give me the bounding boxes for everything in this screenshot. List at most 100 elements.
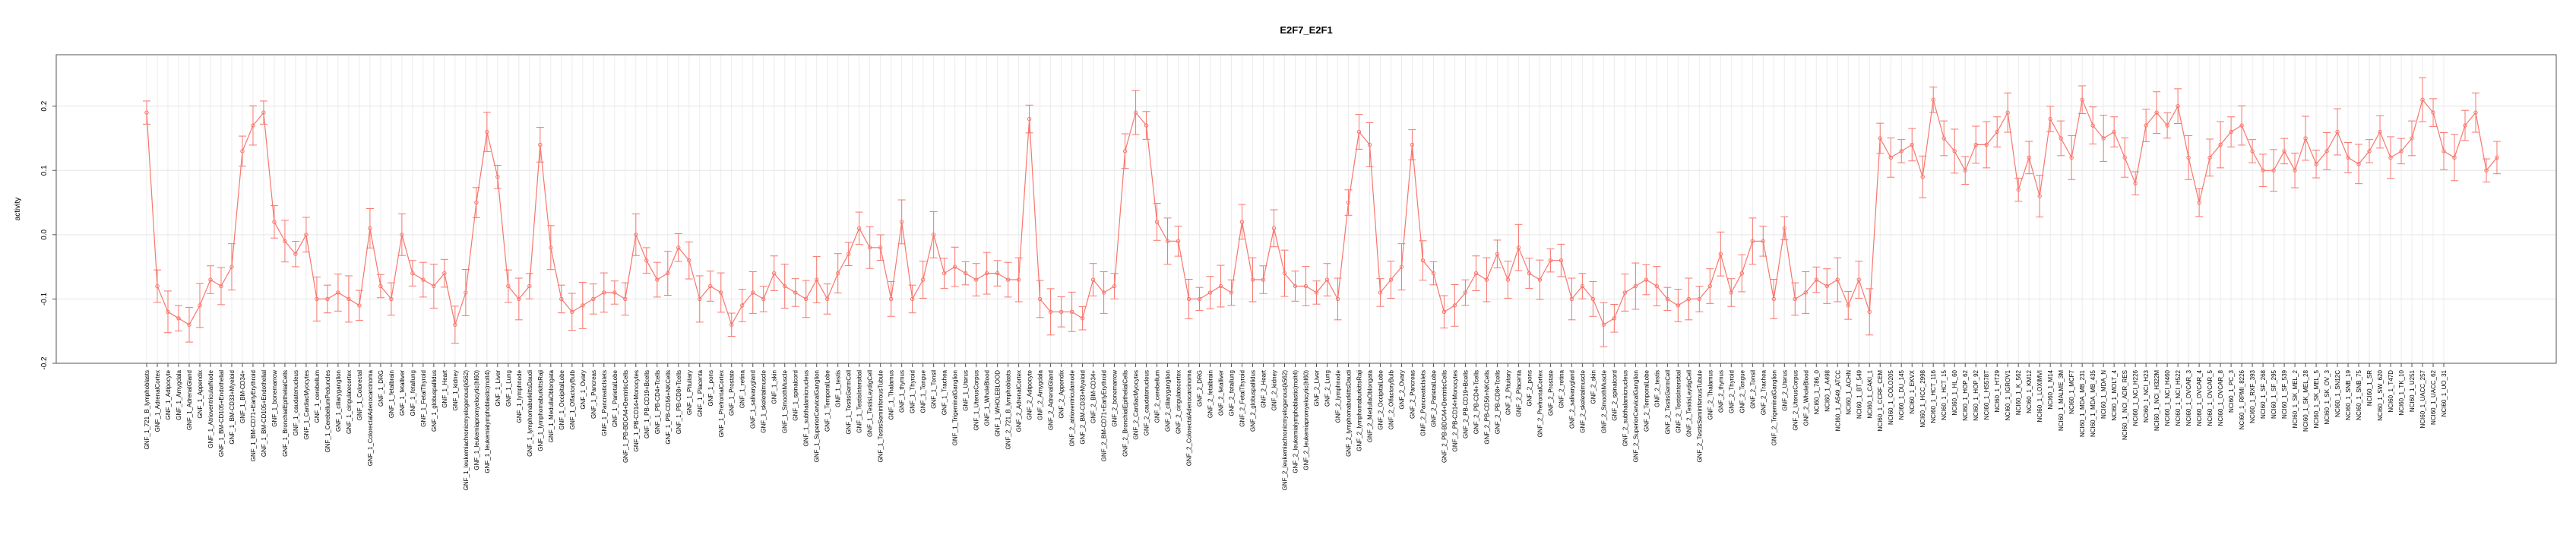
data-point [464,290,468,295]
data-point [1005,277,1011,282]
data-point [2133,181,2138,185]
x-tick-label: GNF_1_PB-BDCA4+DentriticCells [622,370,629,463]
data-point [325,296,330,302]
x-tick-label: GNF_1_bonemarrow [271,370,278,427]
data-point [708,283,713,289]
data-point [1346,200,1351,205]
data-point [634,233,638,237]
data-point [229,264,234,269]
x-tick-label: GNF_1_CardiacMyocytes [303,370,310,440]
x-tick-label: NCI60_1_BT_549 [1856,369,1862,419]
data-point [655,277,660,282]
x-tick-label: GNF_2_PB-BDCA4+DentriticCells [1441,370,1448,463]
data-point [2335,129,2340,135]
data-point [2410,136,2414,141]
x-tick-label: NCI60_1_CCRF_CEM [1877,370,1884,432]
data-point [1973,142,1978,147]
data-point [1633,283,1638,289]
data-point [1420,258,1426,263]
data-point [1548,258,1553,263]
x-tick-label: NCI60_1_MDA_MB_435 [2090,369,2097,437]
data-point [2154,110,2159,115]
data-point [2303,136,2308,141]
data-point [570,309,574,315]
x-tick-label: GNF_2_Placenta [1515,369,1522,416]
data-point [973,277,979,282]
x-tick-label: NCI60_1_MOLT_4 [2111,369,2118,420]
data-point [2059,136,2063,141]
x-tick-label: GNF_2_BM-CD33+Myeloid [1080,370,1087,445]
x-tick-label: GNF_1_fetalliver [399,370,406,416]
x-tick-label: GNF_2_Tongue [1739,369,1745,413]
x-tick-label: GNF_2_salivarygland [1568,370,1575,429]
x-tick-label: GNF_2_Ovary [1398,370,1405,410]
data-point [2176,103,2180,109]
x-tick-label: GNF_2_PrefrontalCortex [1536,370,1543,437]
y-tick-label: -0.2 [40,356,49,370]
x-tick-label: GNF_2_ColorectalAdenocarcinoma [1186,369,1193,466]
x-tick-label: GNF_2_Pituitary [1505,370,1511,415]
data-point [347,296,351,302]
x-tick-label: GNF_1_Placenta [697,369,704,416]
data-point [1580,283,1585,289]
x-tick-label: GNF_2_ciliaryganglion [1165,370,1172,432]
x-tick-label: GNF_2_OccipitalLobe [1377,369,1384,429]
data-point [1963,168,1967,173]
data-point [2186,155,2191,160]
x-tick-label: NCI60_1_NCI_H522 [2175,369,2182,426]
x-tick-label: GNF_1_ciliaryganglion [335,370,342,432]
data-point [815,277,819,282]
x-tick-label: GNF_2_MedullaOblongata [1366,369,1373,442]
x-tick-label: GNF_2_fetallung [1229,370,1236,416]
y-tick-label: 0.1 [40,165,49,176]
data-point [612,290,617,295]
x-tick-label: GNF_2_atrioventricularnode [1069,369,1076,446]
data-point [1154,220,1160,224]
data-point [1665,296,1670,302]
data-point [666,271,670,276]
data-point [644,258,649,263]
x-tick-label: NCI60_1_HOP_62 [1962,369,1969,420]
data-point [2005,110,2010,115]
data-point [1856,277,1861,282]
x-tick-label: GNF_1_Thalamus [888,370,895,420]
data-point [1761,239,1765,243]
x-tick-label: GNF_2_Heart [1261,369,1267,408]
data-point [740,303,745,308]
data-point [1941,136,1946,141]
x-tick-label: GNF_2_OlfactoryBulb [1388,369,1394,429]
data-point [1888,155,1893,160]
x-tick-label: GNF_2_bonemarrow [1112,370,1119,427]
x-tick-label: GNF_1_lymphomaburkittsDaudi [527,370,533,457]
x-tick-label: NCI60_1_UACC_257 [2419,369,2426,428]
data-point [432,283,436,289]
data-point [856,226,862,231]
data-point [761,296,766,302]
x-tick-label: GNF_1_Prostate [729,369,736,416]
data-point [261,110,266,115]
x-tick-label: GNF_2_retina [1558,369,1565,408]
data-point [1697,296,1702,302]
x-tick-label: NCI60_1_NCI_H226 [2132,369,2139,426]
data-point [1059,309,1064,315]
x-tick-label: GNF_1_TestisIntersitial [856,370,863,433]
data-point [1037,296,1043,302]
data-point [442,271,447,276]
data-point [1707,283,1713,289]
data-point [1644,277,1649,282]
data-point [410,271,415,276]
x-tick-label: GNF_2_leukemiapromyelocytic(hl60) [1302,370,1309,470]
data-point [2261,168,2265,173]
x-tick-label: NCI60_1_SNB_19 [2345,369,2352,420]
data-point [804,296,809,302]
x-tick-label: NCI60_1_EKVX [1909,369,1916,413]
data-point [1729,290,1734,295]
x-tick-label: GNF_2_SuperiorCervicalGanglion [1632,370,1639,462]
x-tick-label: NCI60_1_CAKI_1 [1866,369,1873,418]
data-point [602,290,606,295]
x-tick-label: NCI60_1_SN12C [2334,370,2341,417]
x-tick-label: GNF_1_TrigeminalGanglion [952,370,959,445]
data-point [2027,155,2031,160]
x-tick-label: GNF_1_Lung [505,370,512,407]
